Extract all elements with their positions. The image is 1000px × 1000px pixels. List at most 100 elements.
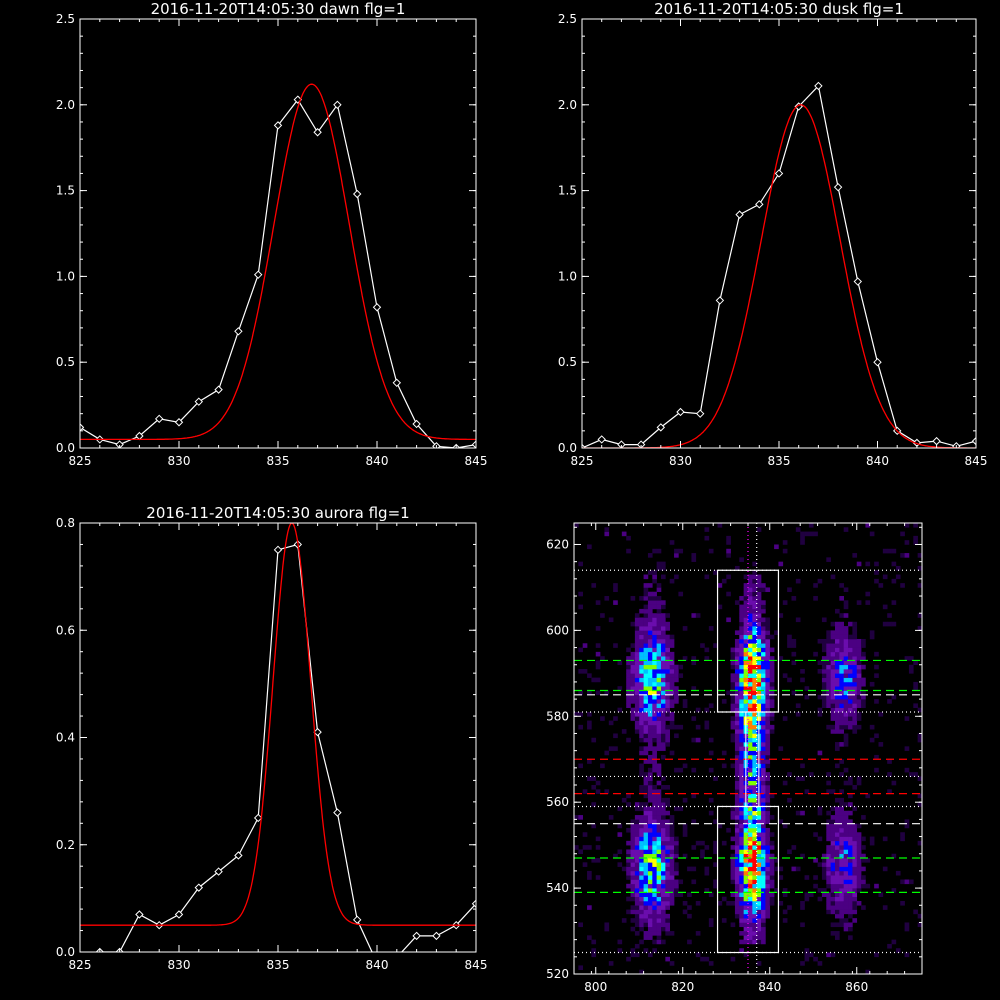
heatmap-cell xyxy=(691,686,697,691)
heatmap-cell xyxy=(661,905,666,910)
heatmap-cell xyxy=(661,900,666,906)
heatmap-cell xyxy=(752,845,757,850)
heatmap-cell xyxy=(800,961,805,966)
heatmap-cell xyxy=(661,669,666,674)
heatmap-cell xyxy=(765,883,771,889)
heatmap-cell xyxy=(748,797,753,803)
heatmap-cell xyxy=(730,673,736,678)
heatmap-cell xyxy=(661,681,666,687)
x-tick-label: 840 xyxy=(366,454,389,468)
heatmap-cell xyxy=(695,840,701,846)
heatmap-cell xyxy=(852,651,858,657)
heatmap-cell xyxy=(852,690,858,696)
heatmap-cell xyxy=(756,918,762,923)
plot-area xyxy=(582,81,976,448)
heatmap-cell xyxy=(717,604,723,610)
heatmap-cell xyxy=(761,664,766,670)
heatmap-cell xyxy=(661,879,666,885)
heatmap-cell xyxy=(778,819,784,824)
heatmap-cell xyxy=(752,935,757,940)
heatmap-cell xyxy=(739,797,744,803)
heatmap-cell xyxy=(639,785,644,790)
heatmap-cell xyxy=(674,845,679,850)
heatmap-cell xyxy=(665,866,670,872)
heatmap-cell xyxy=(704,956,710,962)
heatmap-cell xyxy=(630,883,636,889)
heatmap-cell xyxy=(817,750,823,756)
heatmap-cell xyxy=(652,660,657,666)
heatmap-cell xyxy=(804,686,810,691)
heatmap-cell xyxy=(830,840,836,846)
heatmap-cell xyxy=(835,630,840,635)
heatmap-cell xyxy=(704,707,710,713)
heatmap-cell xyxy=(748,750,753,756)
heatmap-cell xyxy=(739,711,744,717)
heatmap-cell xyxy=(613,853,618,859)
heatmap-cell xyxy=(804,892,810,897)
heatmap-cell xyxy=(656,608,662,614)
heatmap-cell xyxy=(756,699,762,704)
heatmap-cell xyxy=(908,656,914,661)
heatmap-cell xyxy=(835,634,840,640)
axes-frame xyxy=(79,522,477,953)
heatmap-cell xyxy=(761,699,766,704)
heatmap-cell xyxy=(643,853,649,859)
heatmap-cell xyxy=(756,596,762,601)
data-point xyxy=(154,414,164,424)
heatmap-cell xyxy=(639,716,644,721)
heatmap-cell xyxy=(874,651,879,657)
heatmap-cell xyxy=(617,660,623,666)
heatmap-cell xyxy=(826,669,831,674)
heatmap-cell xyxy=(652,711,657,717)
heatmap-cell xyxy=(700,840,705,846)
heatmap-cell xyxy=(613,587,618,593)
heatmap-cell xyxy=(656,656,662,661)
data-point xyxy=(582,443,587,448)
heatmap-cell xyxy=(852,853,858,859)
heatmap-cell xyxy=(721,763,727,769)
heatmap-cell xyxy=(800,810,805,816)
heatmap-cell xyxy=(647,711,653,717)
data-point xyxy=(735,210,744,219)
heatmap-cell xyxy=(691,866,697,872)
data-point xyxy=(352,189,362,199)
heatmap-cell xyxy=(634,802,640,807)
heatmap-cell xyxy=(652,591,657,597)
heatmap-cell xyxy=(665,905,670,910)
heatmap-cell xyxy=(617,948,623,953)
data-point xyxy=(715,296,725,305)
heatmap-cell xyxy=(743,939,749,945)
heatmap-cell xyxy=(839,699,844,704)
heatmap-cell xyxy=(752,862,757,867)
heatmap-cell xyxy=(647,823,653,829)
heatmap-cell xyxy=(652,918,657,923)
heatmap-cell xyxy=(634,827,640,833)
heatmap-cell xyxy=(774,888,779,893)
heatmap-cell xyxy=(761,759,766,764)
heatmap-cell xyxy=(908,879,914,885)
heatmap-cell xyxy=(626,737,631,743)
heatmap-cell xyxy=(765,673,771,678)
heatmap-cell xyxy=(826,673,831,678)
heatmap-cell xyxy=(756,703,762,708)
heatmap-cell xyxy=(626,866,631,872)
heatmap-cell xyxy=(813,858,818,863)
heatmap-cell xyxy=(647,875,653,880)
heatmap-cell xyxy=(752,866,757,872)
heatmap-cell xyxy=(748,634,753,640)
heatmap-cell xyxy=(761,746,766,751)
heatmap-cell xyxy=(665,733,670,739)
heatmap-cell xyxy=(739,656,744,661)
y-tick-label: 1.0 xyxy=(56,269,75,283)
heatmap-cell xyxy=(743,587,749,593)
heatmap-cell xyxy=(578,763,583,769)
heatmap-cell xyxy=(621,797,627,803)
heatmap-cell xyxy=(669,879,675,885)
heatmap-cell xyxy=(730,870,736,876)
heatmap-cell xyxy=(669,673,675,678)
heatmap-cell xyxy=(665,711,670,717)
heatmap-cell xyxy=(734,763,740,769)
heatmap-cell xyxy=(656,896,662,902)
heatmap-cell xyxy=(756,862,762,867)
heatmap-cell xyxy=(761,754,766,760)
